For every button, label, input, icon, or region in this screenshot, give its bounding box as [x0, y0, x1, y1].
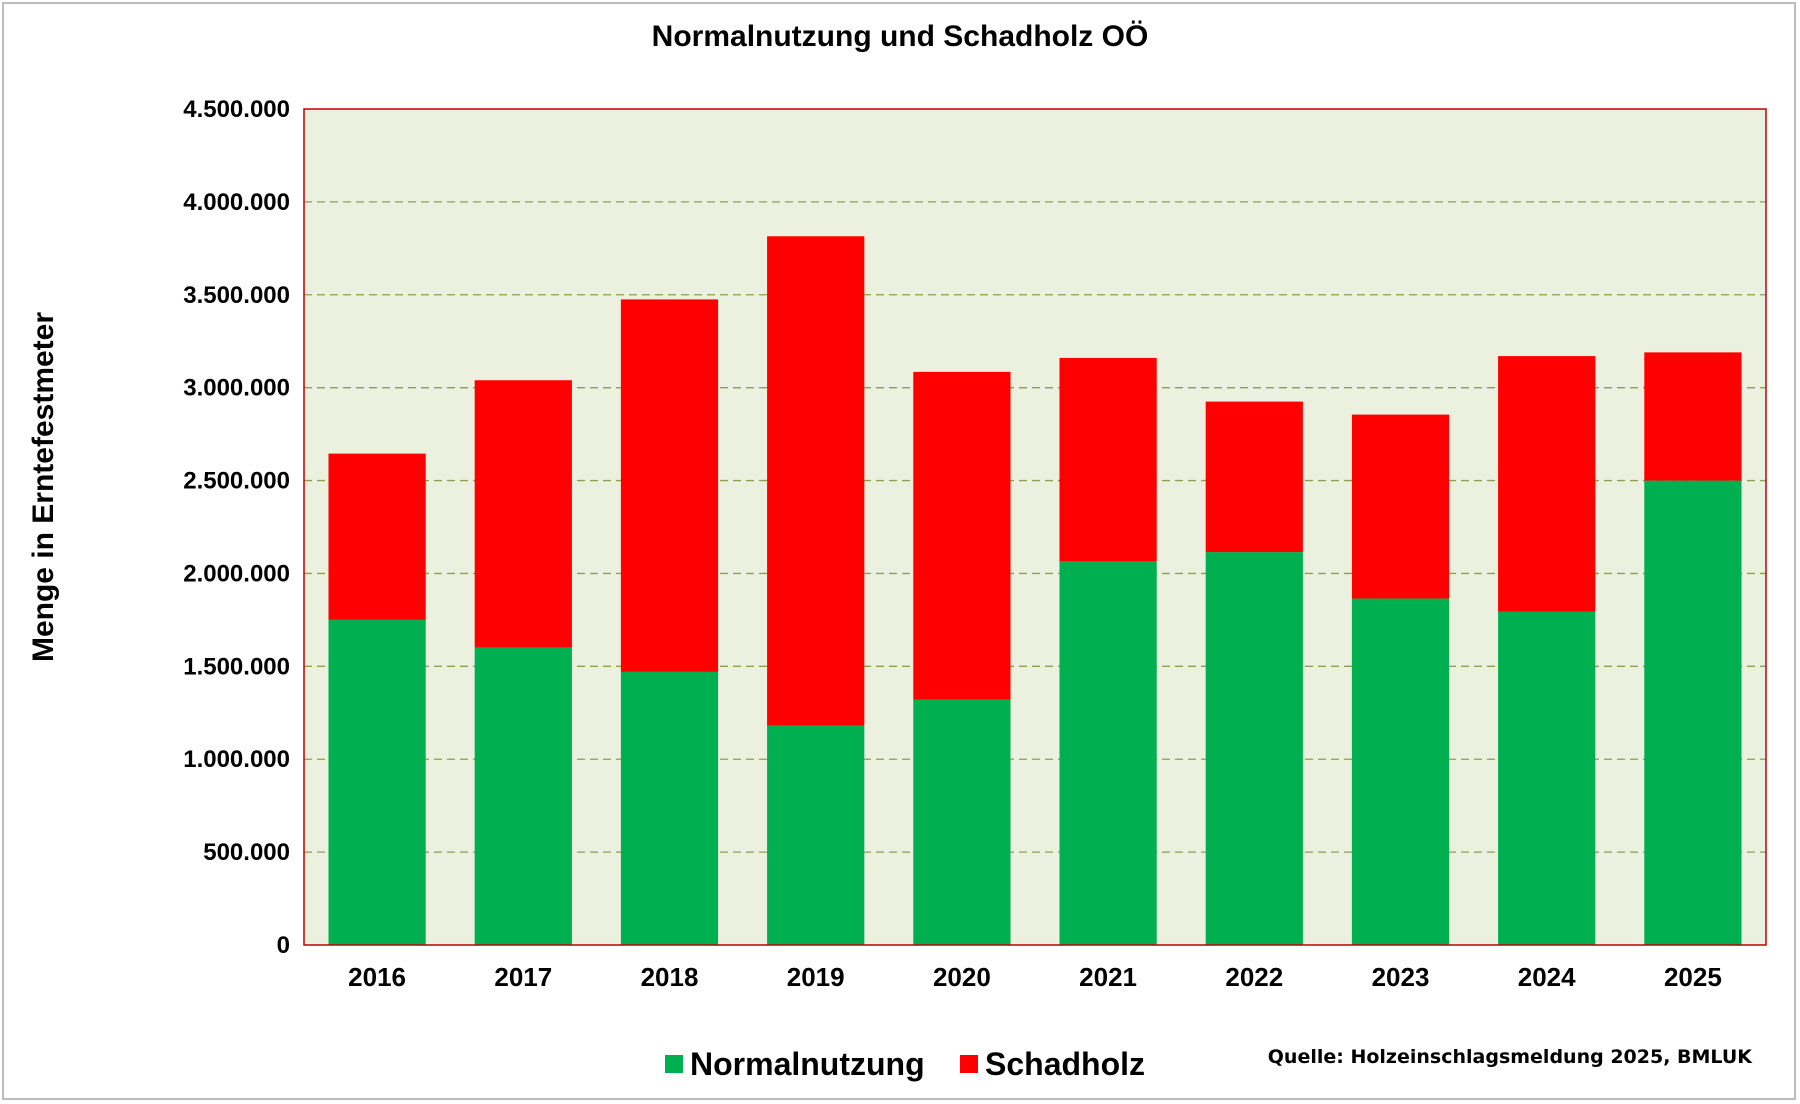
bar-normalnutzung-2020: [913, 699, 1011, 945]
y-tick-label: 3.000.000: [183, 375, 290, 402]
bar-schadholz-2018: [620, 299, 719, 672]
bar-normalnutzung-2017: [474, 647, 572, 945]
x-tick-label: 2017: [494, 962, 552, 992]
y-tick-label: 2.500.000: [183, 468, 290, 495]
legend-label-schadholz: Schadholz: [985, 1046, 1145, 1082]
bar-schadholz-2022: [1205, 401, 1303, 553]
legend-swatch-normalnutzung: [665, 1055, 683, 1073]
legend-label-normalnutzung: Normalnutzung: [690, 1046, 925, 1082]
bar-normalnutzung-2024: [1498, 611, 1596, 945]
bar-schadholz-2017: [474, 380, 572, 648]
y-tick-label: 1.500.000: [183, 653, 290, 680]
bar-normalnutzung-2018: [620, 671, 719, 945]
x-tick-label: 2020: [933, 962, 991, 992]
y-tick-label: 500.000: [203, 839, 290, 866]
x-tick-label: 2019: [787, 962, 845, 992]
y-tick-label: 4.500.000: [183, 96, 290, 123]
legend: Normalnutzung Schadholz: [665, 1046, 1145, 1082]
plot-border: [303, 108, 1767, 946]
bar-schadholz-2016: [328, 453, 426, 620]
x-tick-label: 2025: [1664, 962, 1722, 992]
x-tick-label: 2024: [1518, 962, 1576, 992]
y-tick-label: 4.000.000: [183, 189, 290, 216]
y-tick-label: 3.500.000: [183, 282, 290, 309]
bar-schadholz-2021: [1059, 357, 1157, 562]
bar-normalnutzung-2016: [328, 619, 426, 945]
source-note: Quelle: Holzeinschlagsmeldung 2025, BMLU…: [1268, 1046, 1754, 1068]
x-tick-label: 2016: [348, 962, 406, 992]
bar-normalnutzung-2021: [1059, 561, 1157, 945]
grid-lines: [304, 201, 1766, 853]
bar-normalnutzung-2023: [1351, 598, 1450, 945]
y-axis-label: Menge in Erntefestmeter: [27, 312, 60, 662]
bars: [328, 236, 1742, 945]
chart-title: Normalnutzung und Schadholz OÖ: [652, 20, 1149, 53]
bar-schadholz-2023: [1351, 414, 1450, 599]
bar-schadholz-2019: [767, 236, 865, 726]
bar-schadholz-2020: [913, 371, 1011, 700]
legend-swatch-schadholz: [960, 1055, 978, 1073]
x-tick-label: 2023: [1372, 962, 1430, 992]
y-tick-label: 0: [277, 932, 290, 959]
bar-normalnutzung-2022: [1205, 552, 1303, 945]
y-tick-label: 1.000.000: [183, 746, 290, 773]
bar-normalnutzung-2019: [767, 725, 865, 945]
x-tick-label: 2022: [1225, 962, 1283, 992]
y-axis-ticks: 0 500.000 1.000.000 1.500.000 2.000.000 2.500…: [183, 96, 290, 959]
y-tick-label: 2.000.000: [183, 560, 290, 587]
x-axis-ticks: 2016 2017 2018 2019 2020 2021 2022 2023 2024 2025: [348, 962, 1722, 992]
bar-normalnutzung-2025: [1644, 480, 1742, 945]
bar-schadholz-2025: [1644, 352, 1742, 481]
bar-schadholz-2024: [1498, 356, 1596, 612]
x-tick-label: 2021: [1079, 962, 1137, 992]
x-tick-label: 2018: [641, 962, 699, 992]
